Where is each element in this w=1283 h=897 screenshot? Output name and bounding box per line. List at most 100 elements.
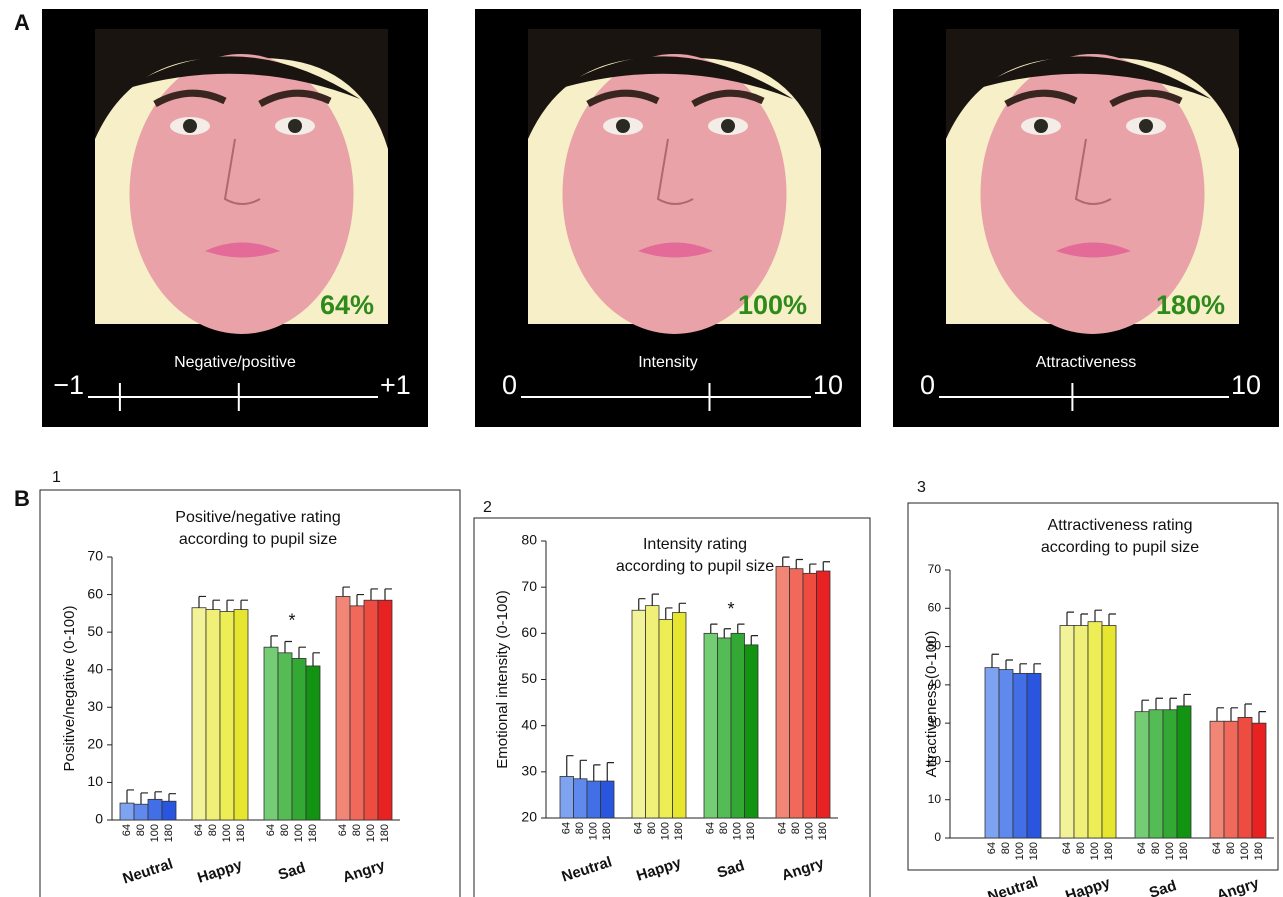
bar xyxy=(206,610,220,820)
error-bar xyxy=(1006,660,1013,670)
bar-label: 180 xyxy=(745,822,757,840)
y-tick-label: 30 xyxy=(928,715,942,729)
bar-label: 64 xyxy=(1211,842,1223,854)
bar-label: 100 xyxy=(365,824,377,842)
intensity-label: 64% xyxy=(320,290,374,320)
chart-number: 2 xyxy=(483,499,492,516)
error-bar xyxy=(141,793,148,804)
bar xyxy=(560,776,574,818)
bar xyxy=(162,801,176,820)
bar xyxy=(278,653,292,820)
error-bar xyxy=(1217,708,1224,721)
y-tick-label: 0 xyxy=(934,830,941,844)
bar xyxy=(574,779,588,818)
error-bar xyxy=(1142,700,1149,711)
y-tick-label: 60 xyxy=(521,624,537,640)
chart-number: 3 xyxy=(917,479,926,496)
bar xyxy=(776,566,790,818)
bar xyxy=(364,600,378,820)
scale-label: Negative/positive xyxy=(174,354,296,371)
bar-label: 64 xyxy=(265,824,277,836)
error-bar xyxy=(1259,712,1266,723)
error-bar xyxy=(823,562,830,571)
bar xyxy=(659,619,673,818)
chart-title: Intensity rating xyxy=(643,536,747,553)
pupil xyxy=(721,119,735,133)
y-tick-label: 10 xyxy=(87,773,103,789)
intensity-label: 100% xyxy=(738,290,807,320)
bar xyxy=(292,658,306,820)
chart-frame xyxy=(40,490,460,897)
category-label: Neutral xyxy=(986,873,1040,897)
y-tick-label: 30 xyxy=(87,698,103,714)
error-bar xyxy=(1034,664,1041,674)
error-bar xyxy=(241,600,248,609)
error-bar xyxy=(299,647,306,658)
error-bar xyxy=(567,756,574,777)
y-tick-label: 40 xyxy=(521,716,537,732)
error-bar xyxy=(343,587,350,596)
bar-label: 80 xyxy=(1225,842,1237,854)
scale-max: +1 xyxy=(380,370,411,400)
category-label: Happy xyxy=(1063,874,1112,897)
bar xyxy=(378,600,392,820)
chart-title: according to pupil size xyxy=(179,531,337,548)
error-bar xyxy=(724,629,731,638)
error-bar xyxy=(810,564,817,573)
y-axis-label: Positive/negative (0-100) xyxy=(61,606,78,772)
bar-label: 100 xyxy=(1239,842,1251,860)
pupil xyxy=(1139,119,1153,133)
bar xyxy=(234,610,248,820)
bar xyxy=(1074,626,1088,838)
bar-label: 80 xyxy=(1075,842,1087,854)
bar-label: 64 xyxy=(121,824,133,836)
error-bar xyxy=(751,636,758,645)
scale-min: 0 xyxy=(920,370,935,400)
bar-label: 180 xyxy=(817,822,829,840)
bar-label: 80 xyxy=(646,822,658,834)
bar-label: 100 xyxy=(660,822,672,840)
bar xyxy=(134,804,148,820)
chart-title: according to pupil size xyxy=(616,558,774,575)
error-bar xyxy=(992,654,999,667)
error-bar xyxy=(127,790,134,803)
bar xyxy=(587,781,601,818)
bar-label: 180 xyxy=(1028,842,1040,860)
scale-max: 10 xyxy=(1231,370,1261,400)
error-bar xyxy=(213,600,220,609)
error-bar xyxy=(666,608,673,620)
y-tick-label: 20 xyxy=(928,754,942,768)
y-tick-label: 70 xyxy=(87,548,103,564)
error-bar xyxy=(1095,610,1102,621)
error-bar xyxy=(580,760,587,778)
bar xyxy=(1060,626,1074,838)
bar-label: 100 xyxy=(732,822,744,840)
bar-label: 100 xyxy=(221,824,233,842)
scale-min: 0 xyxy=(502,370,517,400)
pupil xyxy=(183,119,197,133)
y-tick-label: 70 xyxy=(928,562,942,576)
error-bar xyxy=(639,599,646,611)
error-bar xyxy=(155,792,162,800)
bar xyxy=(790,569,804,818)
bar-label: 64 xyxy=(1136,842,1148,854)
bar-label: 80 xyxy=(790,822,802,834)
y-tick-label: 40 xyxy=(87,660,103,676)
scale-max: 10 xyxy=(813,370,843,400)
bar-label: 100 xyxy=(1164,842,1176,860)
category-label: Neutral xyxy=(121,855,175,887)
bar-label: 100 xyxy=(149,824,161,842)
bar xyxy=(803,573,817,818)
bar xyxy=(1177,706,1191,838)
category-label: Sad xyxy=(715,857,746,882)
bar xyxy=(704,633,718,818)
category-label: Sad xyxy=(276,859,307,884)
bar-label: 64 xyxy=(193,824,205,836)
figure: A B 64%Negative/positive−1+1100%Intensit… xyxy=(0,0,1283,897)
category-label: Angry xyxy=(341,857,388,887)
bar-label: 64 xyxy=(337,824,349,836)
bar-label: 64 xyxy=(561,822,573,834)
bar xyxy=(264,647,278,820)
bar xyxy=(1224,721,1238,838)
bar-label: 100 xyxy=(588,822,600,840)
